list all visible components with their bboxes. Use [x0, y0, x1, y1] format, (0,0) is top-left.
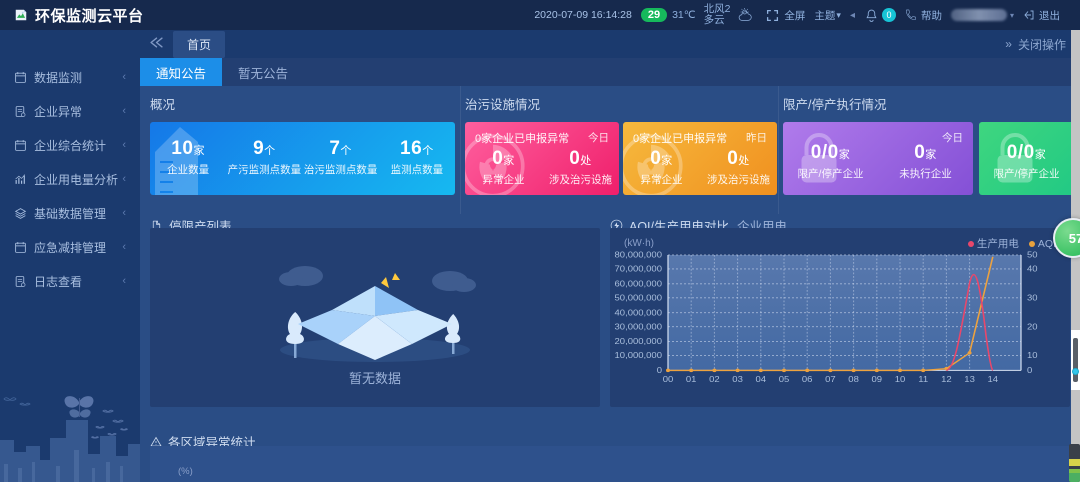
svg-text:11: 11	[918, 374, 928, 383]
svg-text:0: 0	[657, 366, 662, 375]
svg-text:13: 13	[964, 374, 975, 383]
svg-text:06: 06	[802, 374, 813, 383]
svg-text:01: 01	[686, 374, 697, 383]
svg-text:60,000,000: 60,000,000	[615, 279, 663, 288]
svg-text:30: 30	[1027, 293, 1038, 302]
svg-text:09: 09	[872, 374, 883, 383]
svg-text:30,000,000: 30,000,000	[615, 322, 663, 331]
svg-text:02: 02	[709, 374, 720, 383]
svg-text:03: 03	[732, 374, 743, 383]
svg-text:10: 10	[895, 374, 906, 383]
svg-text:40,000,000: 40,000,000	[615, 308, 663, 317]
svg-text:40: 40	[1027, 264, 1038, 273]
svg-text:08: 08	[848, 374, 859, 383]
svg-text:80,000,000: 80,000,000	[615, 250, 663, 259]
svg-text:暂无数据: 暂无数据	[349, 371, 401, 386]
svg-text:20,000,000: 20,000,000	[615, 337, 663, 346]
svg-text:10: 10	[1027, 351, 1038, 360]
svg-text:14: 14	[988, 374, 999, 383]
svg-text:10,000,000: 10,000,000	[615, 351, 663, 360]
svg-text:07: 07	[825, 374, 836, 383]
svg-text:50: 50	[1027, 250, 1038, 259]
svg-text:0: 0	[1027, 366, 1032, 375]
svg-text:12: 12	[941, 374, 952, 383]
svg-text:50,000,000: 50,000,000	[615, 293, 663, 302]
svg-text:04: 04	[756, 374, 767, 383]
svg-text:05: 05	[779, 374, 790, 383]
svg-text:00: 00	[663, 374, 674, 383]
svg-text:20: 20	[1027, 322, 1038, 331]
svg-text:70,000,000: 70,000,000	[615, 264, 663, 273]
